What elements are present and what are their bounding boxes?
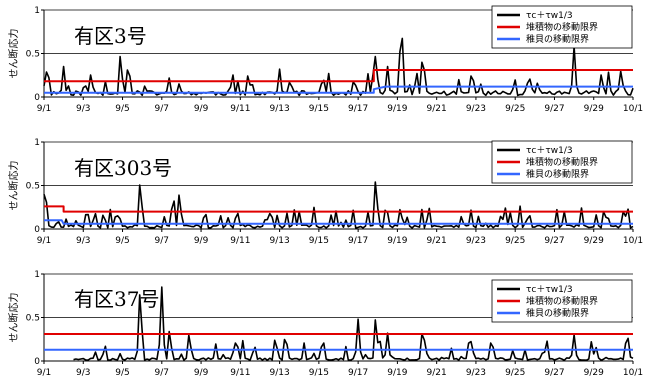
x-tick-label: 9/19 — [387, 236, 407, 246]
x-tick-label: 9/21 — [427, 236, 447, 246]
chart-panel-3: 0 0.5 1 9/1 9/3 9/5 9/7 9/9 9/11 9/13 9/15 9/17 9/19… — [7, 270, 643, 378]
series-line-1 — [73, 286, 634, 361]
legend-label: 堆積物の移動限界 — [526, 21, 598, 33]
x-tick-label: 9/3 — [76, 236, 90, 246]
x-tick-label: 9/3 — [76, 104, 90, 114]
x-tick-label: 9/9 — [194, 368, 209, 378]
x-tick-label: 10/1 — [623, 368, 643, 378]
legend-label: 稚貝の移動限界 — [526, 307, 589, 319]
x-tick-label: 9/17 — [348, 104, 368, 114]
y-tick-label: 0.5 — [26, 314, 40, 324]
x-tick-label: 9/3 — [76, 368, 90, 378]
x-tick-label: 9/29 — [584, 104, 604, 114]
chart-panel-2: 0 0.5 1 9/1 9/3 9/5 9/7 9/9 9/11 9/13 9/15 9/17 9/19… — [7, 138, 643, 246]
legend-label: τc＋τw1/3 — [526, 284, 573, 295]
x-tick-label: 9/13 — [269, 368, 289, 378]
x-tick-label: 9/19 — [387, 104, 407, 114]
x-tick-label: 9/23 — [466, 368, 486, 378]
x-tick-label: 9/1 — [37, 236, 51, 246]
x-tick-label: 9/7 — [155, 104, 169, 114]
x-tick-label: 9/25 — [505, 104, 525, 114]
series-line-2 — [44, 205, 633, 213]
x-tick-label: 9/17 — [348, 368, 368, 378]
x-tick-label: 9/9 — [194, 236, 209, 246]
x-tick-label: 9/23 — [466, 104, 486, 114]
y-tick-label: 1 — [34, 138, 40, 148]
x-tick-label: 9/29 — [584, 236, 604, 246]
x-tick-label: 9/21 — [427, 368, 447, 378]
x-tick-label: 9/7 — [155, 368, 169, 378]
chart-title: 有区37号 — [74, 287, 159, 311]
y-axis-label: せん断応力 — [7, 161, 20, 211]
x-tick-label: 9/5 — [115, 368, 129, 378]
chart-panel-1: 0 0.5 1 9/1 9/3 9/5 9/7 9/9 9/11 9/13 9/15 9/17 9/19… — [7, 5, 643, 114]
x-tick-label: 9/29 — [584, 368, 604, 378]
x-tick-label: 9/27 — [544, 236, 564, 246]
x-tick-label: 9/21 — [427, 104, 447, 114]
x-tick-label: 9/17 — [348, 236, 368, 246]
chart-title: 有区303号 — [74, 156, 172, 180]
y-tick-label: 0 — [34, 225, 40, 235]
y-tick-label: 0.5 — [26, 182, 40, 192]
x-tick-label: 9/11 — [230, 236, 250, 246]
x-tick-label: 9/13 — [269, 104, 289, 114]
x-tick-label: 9/11 — [230, 368, 250, 378]
chart-title: 有区3号 — [74, 24, 147, 48]
x-tick-label: 9/25 — [505, 236, 525, 246]
legend-label: 堆積物の移動限界 — [526, 295, 598, 307]
y-tick-label: 0 — [34, 93, 40, 103]
x-tick-label: 9/5 — [115, 104, 129, 114]
x-tick-label: 9/25 — [505, 368, 525, 378]
legend-label: 堆積物の移動限界 — [526, 156, 598, 168]
x-tick-label: 9/9 — [194, 104, 209, 114]
x-tick-label: 9/11 — [230, 104, 250, 114]
x-tick-label: 9/15 — [309, 104, 329, 114]
x-tick-label: 9/27 — [544, 368, 564, 378]
x-tick-label: 10/1 — [623, 104, 643, 114]
y-axis-label: せん断応力 — [7, 29, 20, 79]
legend-label: 稚貝の移動限界 — [526, 168, 589, 180]
x-tick-label: 9/13 — [269, 236, 289, 246]
series-line-1 — [43, 181, 634, 229]
legend-label: 稚貝の移動限界 — [526, 33, 589, 45]
y-tick-label: 1 — [34, 6, 40, 16]
y-tick-label: 0.5 — [26, 50, 40, 60]
x-tick-label: 9/1 — [37, 368, 51, 378]
y-tick-label: 1 — [34, 270, 40, 280]
x-tick-label: 9/23 — [466, 236, 486, 246]
x-tick-label: 10/1 — [623, 236, 643, 246]
series-line-3 — [44, 85, 633, 94]
x-tick-label: 9/15 — [309, 236, 329, 246]
x-tick-label: 9/5 — [115, 236, 129, 246]
x-tick-label: 9/7 — [155, 236, 169, 246]
series-line-3 — [44, 219, 633, 225]
y-axis-label: せん断応力 — [7, 293, 20, 343]
legend-label: τc＋τw1/3 — [526, 145, 573, 156]
x-tick-label: 9/1 — [37, 104, 51, 114]
legend-label: τc＋τw1/3 — [526, 10, 573, 21]
x-tick-label: 9/19 — [387, 368, 407, 378]
x-tick-label: 9/27 — [544, 104, 564, 114]
series-line-2 — [44, 69, 633, 83]
y-tick-label: 0 — [34, 357, 40, 367]
series-line-1 — [43, 37, 634, 97]
x-tick-label: 9/15 — [309, 368, 329, 378]
